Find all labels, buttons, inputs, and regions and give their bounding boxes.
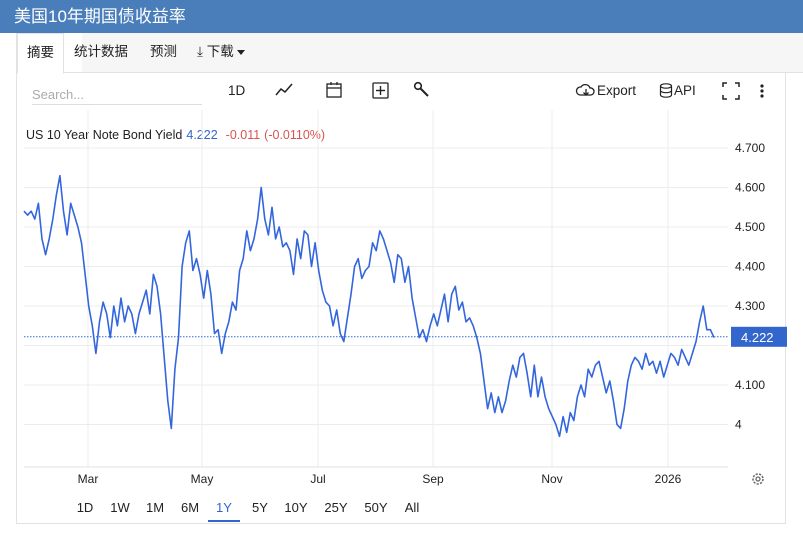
y-tick-label: 4.300 xyxy=(735,299,765,313)
y-tick-label: 4.400 xyxy=(735,260,765,274)
api-button[interactable]: API xyxy=(658,80,696,102)
search-input[interactable] xyxy=(32,85,202,105)
tab-download[interactable]: ⤓ 下载 xyxy=(197,33,245,73)
tab-bar-background xyxy=(82,33,803,72)
range-6m[interactable]: 6M xyxy=(180,500,200,515)
y-tick-label: 4 xyxy=(735,418,742,432)
settings-icon[interactable] xyxy=(749,468,767,490)
last-value-label: 4.222 xyxy=(741,330,774,345)
plus-box-icon[interactable] xyxy=(371,80,391,102)
calendar-icon[interactable] xyxy=(325,80,345,102)
y-tick-label: 4.700 xyxy=(735,141,765,155)
legend-series-name: US 10 Year Note Bond Yield xyxy=(26,128,183,142)
chart-legend: US 10 Year Note Bond Yield 4.222 -0.011 (-0… xyxy=(26,128,325,142)
interval-button[interactable]: 1D xyxy=(228,83,246,98)
x-tick-label: May xyxy=(191,472,214,486)
legend-change: -0.011 xyxy=(225,128,261,142)
tab-forecast[interactable]: 预测 xyxy=(150,44,177,59)
database-icon xyxy=(659,83,673,99)
range-1m[interactable]: 1M xyxy=(145,500,165,515)
x-tick-label: Mar xyxy=(78,472,99,486)
range-1w[interactable]: 1W xyxy=(110,500,130,515)
range-10y[interactable]: 10Y xyxy=(284,500,308,515)
tab-statistics[interactable]: 统计数据 xyxy=(74,44,128,59)
y-tick-label: 4.100 xyxy=(735,378,765,392)
x-tick-label: Sep xyxy=(422,472,444,486)
tab-bar: 摘要 统计数据 预测 ⤓ 下载 xyxy=(16,33,803,74)
y-tick-label: 4.600 xyxy=(735,181,765,195)
api-label: API xyxy=(674,83,696,98)
export-button[interactable]: Export xyxy=(575,80,636,102)
more-icon[interactable] xyxy=(756,80,768,102)
tab-summary[interactable]: 摘要 xyxy=(17,33,64,74)
range-1y[interactable]: 1Y xyxy=(208,496,240,522)
download-icon: ⤓ xyxy=(197,44,203,59)
tab-download-label: 下载 xyxy=(206,44,234,59)
series-line xyxy=(23,174,715,438)
cloud-download-icon xyxy=(575,84,595,97)
line-chart-icon[interactable] xyxy=(275,80,295,102)
fullscreen-icon[interactable] xyxy=(721,80,741,102)
range-25y[interactable]: 25Y xyxy=(324,500,348,515)
export-label: Export xyxy=(597,83,637,98)
chart-container xyxy=(16,73,786,524)
chevron-down-icon xyxy=(236,49,245,55)
wrench-icon[interactable] xyxy=(412,80,432,102)
range-50y[interactable]: 50Y xyxy=(364,500,388,515)
x-tick-label: 2026 xyxy=(655,472,682,486)
page-title: 美国10年期国债收益率 xyxy=(0,0,803,33)
range-1d[interactable]: 1D xyxy=(76,500,94,515)
range-5y[interactable]: 5Y xyxy=(252,500,268,515)
x-tick-label: Jul xyxy=(310,472,325,486)
last-value-badge xyxy=(731,326,787,347)
x-tick-label: Nov xyxy=(541,472,562,486)
y-tick-label: 4.500 xyxy=(735,220,765,234)
range-all[interactable]: All xyxy=(404,500,420,515)
legend-change-pct: (-0.0110%) xyxy=(264,128,326,142)
